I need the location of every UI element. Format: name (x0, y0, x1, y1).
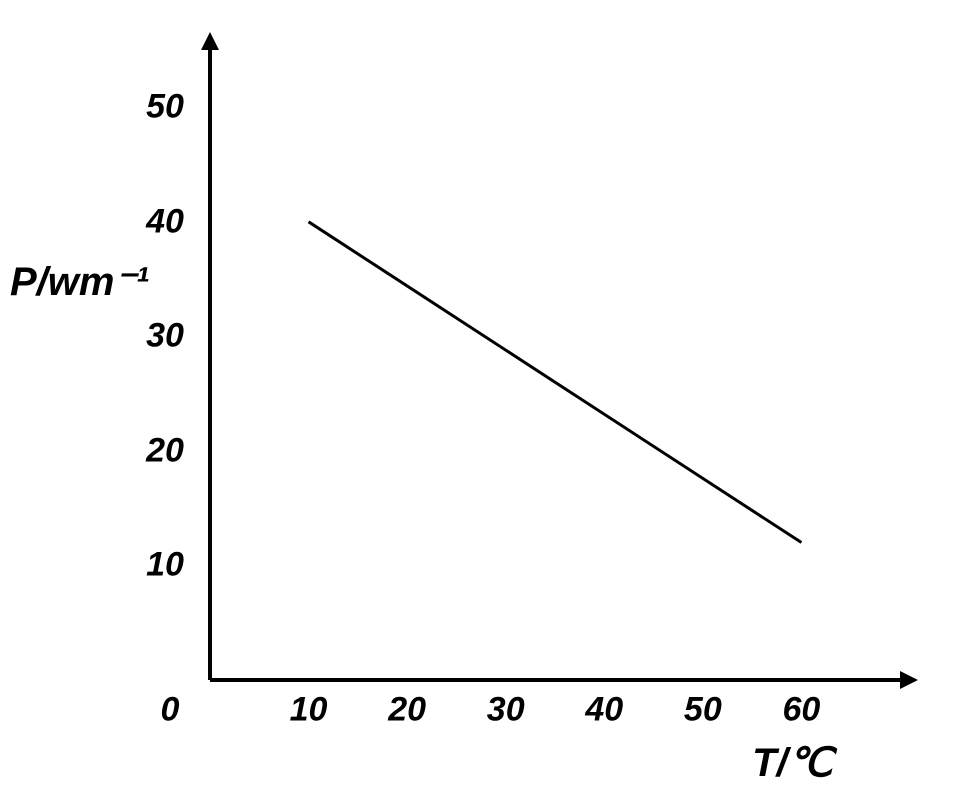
y-tick-label: 10 (146, 546, 184, 585)
y-tick-label: 30 (146, 317, 184, 356)
x-tick-label: 20 (388, 691, 426, 730)
origin-label: 0 (161, 691, 180, 730)
y-tick-label: 20 (146, 431, 184, 470)
y-tick-label: 50 (146, 88, 184, 127)
series-line (309, 222, 802, 543)
x-tick-label: 50 (684, 691, 722, 730)
x-axis-label: T/℃ (752, 740, 832, 786)
x-tick-label: 60 (783, 691, 821, 730)
x-tick-label: 30 (487, 691, 525, 730)
axes (201, 32, 918, 689)
y-axis-label: P/wm⁻¹ (10, 259, 149, 305)
x-tick-label: 10 (290, 691, 328, 730)
x-tick-label: 40 (585, 691, 623, 730)
chart-container: P/wm⁻¹ T/℃ 0 10 20 30 40 50 60 10 20 30 … (0, 0, 956, 812)
y-tick-label: 40 (146, 202, 184, 241)
